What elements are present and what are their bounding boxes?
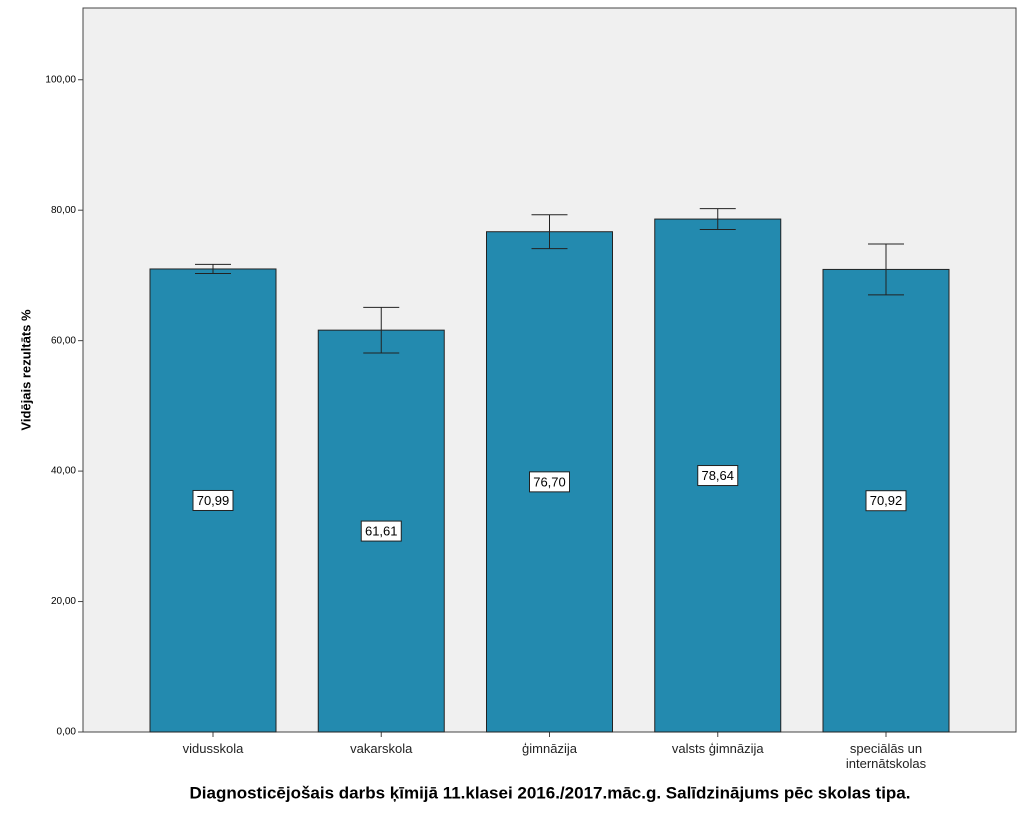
y-tick-label: 40,00 [51,466,76,477]
error-bar [531,214,568,250]
x-tick-label: valsts ģimnāzija [671,741,764,756]
y-tick-label: 60,00 [51,335,76,346]
value-label: 70,92 [870,493,903,508]
value-label-box [529,471,570,493]
x-tick-label: ģimnāzija [522,741,577,756]
y-tick-label: 0,00 [57,727,77,738]
x-tick-label: speciālās un internātskolas [845,741,927,771]
x-tick-label: vakarskola [350,741,413,756]
chart-title: Diagnosticējošais darbs ķīmijā 11.klasei… [190,783,911,802]
error-bar [699,208,736,231]
y-tick-label: 80,00 [51,205,76,216]
value-label: 76,70 [533,474,566,489]
value-label-box [192,489,234,511]
y-tick-label: 100,00 [45,74,76,85]
error-bar [868,243,904,296]
y-tick-label: 20,00 [51,596,76,607]
y-axis-label: Vidējais rezultāts % [18,309,33,431]
value-label: 61,61 [365,524,398,539]
value-label: 70,99 [197,493,230,508]
error-bar [195,263,231,275]
value-label-box [865,490,907,512]
value-label: 78,64 [701,468,734,483]
error-bar [363,306,400,354]
value-label-box [360,520,402,542]
value-label-box [697,465,739,487]
x-tick-label: vidusskola [182,741,244,756]
